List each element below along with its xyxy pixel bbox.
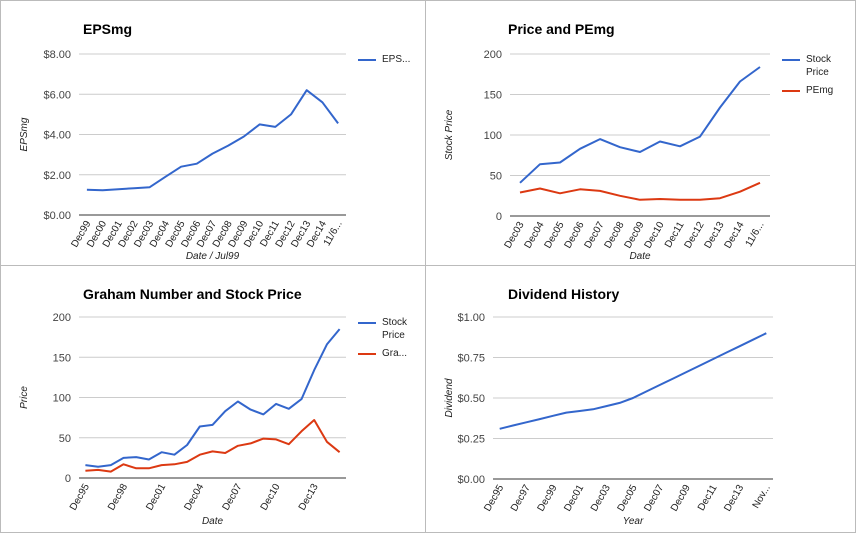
y-tick-label: $0.00	[457, 474, 485, 486]
x-tick-label: Dec95	[68, 482, 92, 513]
x-tick-label: Dec07	[642, 483, 666, 514]
legend-entry: PEmg	[806, 85, 834, 96]
x-tick-label: Dec05	[616, 483, 640, 514]
y-tick-label: 200	[53, 312, 71, 324]
y-tick-label: $0.00	[43, 210, 71, 222]
y-tick-label: 0	[65, 473, 71, 485]
y-axis-label: Stock Price	[444, 109, 455, 160]
x-tick-label: Nov...	[751, 483, 773, 510]
y-tick-label: 150	[53, 352, 71, 364]
y-tick-label: $8.00	[43, 49, 71, 61]
series-line	[499, 332, 767, 430]
y-tick-label: 100	[53, 393, 71, 405]
y-tick-label: 150	[484, 90, 502, 102]
y-tick-label: 50	[59, 433, 71, 445]
y-tick-label: $4.00	[43, 130, 71, 142]
x-tick-label: Dec01	[144, 482, 168, 513]
x-tick-label: Dec99	[536, 483, 560, 514]
legend-entry: EPS...	[382, 54, 411, 65]
x-tick-label: Dec14	[723, 220, 747, 251]
y-tick-label: $1.00	[457, 312, 485, 324]
legend-label: Stock Price	[806, 54, 832, 78]
chart-panel: EPSmg $0.00 $2.00 $4.00 $6.00 $8.00 Dec99 Dec00…	[0, 0, 426, 266]
legend-label: Gra...	[382, 348, 408, 359]
x-tick-label: Dec07	[221, 482, 245, 513]
x-tick-label: Dec13	[722, 483, 746, 514]
chart-title: Price and PEmg	[508, 21, 615, 37]
series-line	[85, 419, 341, 473]
y-tick-label: $2.00	[43, 170, 71, 182]
x-axis-label: Date / Jul99	[186, 251, 240, 262]
chart-title: Dividend History	[508, 286, 619, 302]
y-axis-label: Dividend	[444, 378, 455, 417]
y-tick-label: 0	[496, 211, 502, 223]
legend-label: Stock Price	[382, 317, 408, 341]
x-tick-label: 11/6...	[744, 220, 767, 249]
x-tick-label: Dec10	[259, 482, 283, 513]
x-tick-label: Dec11	[696, 483, 720, 513]
x-tick-label: Dec03	[589, 483, 613, 514]
x-tick-label: Dec95	[482, 483, 506, 514]
x-tick-label: Dec01	[562, 483, 586, 514]
x-tick-label: Dec98	[106, 482, 130, 513]
x-axis-label: Date	[629, 251, 651, 262]
x-axis-label: Year	[623, 516, 644, 527]
series-line	[519, 181, 761, 201]
y-tick-label: 200	[484, 49, 502, 61]
y-tick-label: $0.50	[457, 393, 485, 405]
y-tick-label: $0.25	[457, 434, 485, 446]
chart: EPSmg$0.00$2.00$4.00$6.00$8.00Dec99Dec00…	[19, 21, 411, 262]
y-tick-label: $6.00	[43, 89, 71, 101]
x-axis-label: Date	[202, 516, 224, 527]
series-line	[86, 89, 339, 192]
x-tick-label: Dec04	[182, 482, 206, 513]
legend-entry: Stock Price	[382, 317, 408, 341]
y-tick-label: 100	[484, 130, 502, 142]
series-line	[85, 328, 341, 468]
legend-entry: Gra...	[382, 348, 408, 359]
x-tick-label: Dec13	[297, 482, 321, 513]
y-axis-label: EPSmg	[19, 117, 30, 151]
chart-panel: Price and PEmg 0 50 100 150 200 Dec03 Dec04 Dec0…	[425, 0, 856, 266]
chart-panel: Dividend History $0.00 $0.25 $0.50 $0.75 $1.0…	[425, 265, 856, 533]
legend-entry: Stock Price	[806, 54, 832, 78]
y-axis-label: Price	[19, 386, 30, 409]
chart: Price and PEmg050100150200Dec03Dec04Dec0…	[444, 21, 834, 262]
x-tick-label: Dec97	[509, 483, 533, 514]
y-tick-label: 50	[490, 171, 502, 183]
chart: Dividend History $0.00 $0.25 $0.50 $0.75 $1.0…	[444, 286, 773, 527]
y-tick-label: $0.75	[457, 353, 485, 365]
x-tick-label: Dec09	[669, 483, 693, 514]
chart-panel: Graham Number and Stock Price 0 50 100 150 20…	[0, 265, 426, 533]
chart-title: EPSmg	[83, 21, 132, 37]
legend-label: PEmg	[806, 85, 834, 96]
chart: Graham Number and Stock Price 0 50 100 150 20…	[19, 286, 408, 527]
legend-label: EPS...	[382, 54, 411, 65]
chart-title: Graham Number and Stock Price	[83, 286, 302, 302]
x-tick-label: Dec10	[643, 220, 667, 251]
series-line	[519, 66, 761, 184]
